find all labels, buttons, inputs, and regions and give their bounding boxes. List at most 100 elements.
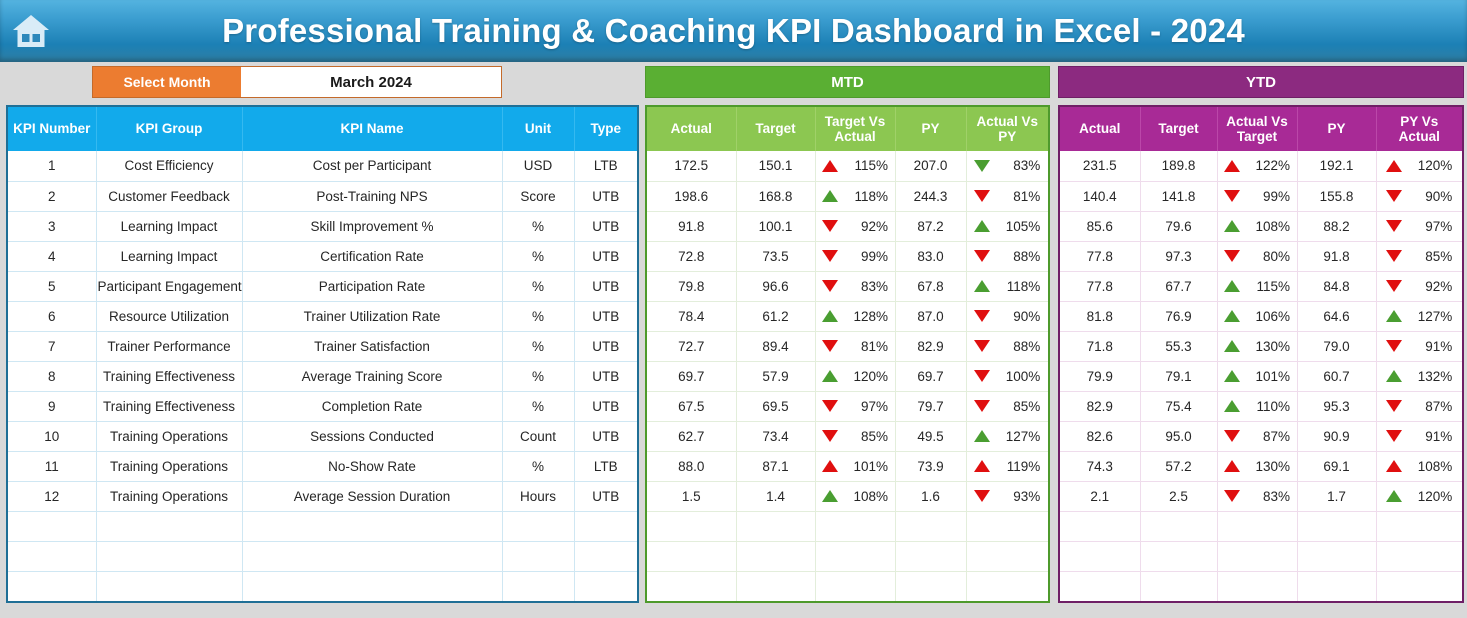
- kpi-name: Sessions Conducted: [242, 421, 503, 452]
- mtd-body: 172.5 150.1 115% 207.0 83% 198.6 168.8 118% 244.…: [647, 151, 1048, 601]
- arrow-up-icon: [1224, 159, 1240, 172]
- ytd-py-vs-actual: 127%: [1376, 301, 1462, 332]
- ytd-header-col-4[interactable]: PY Vs Actual: [1376, 107, 1462, 151]
- mtd-actual: 91.8: [647, 211, 737, 242]
- empty-cell: [815, 511, 896, 542]
- table-row: 79.9 79.1 101% 60.7 132%: [1060, 361, 1462, 392]
- select-month-value[interactable]: March 2024: [241, 67, 501, 97]
- kpi-info-header-col-0[interactable]: KPI Number: [8, 107, 97, 151]
- kpi-info-header-col-1[interactable]: KPI Group: [96, 107, 243, 151]
- mtd-header-row: Actual Target Target Vs Actual PY Actual Vs …: [647, 107, 1048, 151]
- mtd-target-vs-actual-value: 81%: [860, 338, 888, 354]
- kpi-number: 5: [8, 271, 97, 302]
- ytd-actual: 71.8: [1060, 331, 1141, 362]
- empty-cell: [1140, 571, 1218, 601]
- kpi-type: UTB: [574, 181, 637, 212]
- table-row: 7 Trainer Performance Trainer Satisfaction…: [8, 331, 637, 362]
- kpi-group: Learning Impact: [96, 241, 243, 272]
- mtd-py: 69.7: [895, 361, 967, 392]
- ytd-header-col-3[interactable]: PY: [1297, 107, 1377, 151]
- mtd-py: 82.9: [895, 331, 967, 362]
- ytd-py: 84.8: [1297, 271, 1377, 302]
- ytd-actual-vs-target: 130%: [1217, 331, 1298, 362]
- mtd-actual-vs-py: 118%: [966, 271, 1048, 302]
- mtd-header-col-3[interactable]: PY: [895, 107, 967, 151]
- kpi-group: Training Operations: [96, 451, 243, 482]
- table-row: 5 Participant Engagement Participation Rat…: [8, 271, 637, 302]
- ytd-py-vs-actual: 97%: [1376, 211, 1462, 242]
- select-month-control[interactable]: Select Month March 2024: [92, 66, 502, 98]
- kpi-unit: %: [502, 391, 575, 422]
- mtd-target-vs-actual-value: 85%: [860, 428, 888, 444]
- mtd-actual-vs-py-value: 93%: [1013, 488, 1041, 504]
- mtd-target-vs-actual-value: 118%: [854, 188, 888, 204]
- home-button[interactable]: [2, 2, 60, 60]
- arrow-up-icon: [1386, 460, 1403, 472]
- arrow-up-icon: [1224, 460, 1240, 472]
- mtd-target: 57.9: [736, 361, 816, 392]
- page-title: Professional Training & Coaching KPI Das…: [222, 12, 1245, 49]
- ytd-py-vs-actual-value: 127%: [1417, 308, 1453, 324]
- kpi-info-header-col-2[interactable]: KPI Name: [242, 107, 503, 151]
- arrow-up-icon: [1224, 340, 1240, 352]
- mtd-py: 49.5: [895, 421, 967, 452]
- table-row: 77.8 67.7 115% 84.8 92%: [1060, 271, 1462, 302]
- mtd-header-col-2[interactable]: Target Vs Actual: [815, 107, 896, 151]
- kpi-name: Average Session Duration: [242, 481, 503, 512]
- ytd-py-vs-actual-value: 97%: [1425, 218, 1453, 234]
- empty-cell: [815, 571, 896, 601]
- kpi-info-header-col-3[interactable]: Unit: [502, 107, 575, 151]
- mtd-py: 87.0: [895, 301, 967, 332]
- kpi-number: 4: [8, 241, 97, 272]
- ytd-py: 91.8: [1297, 241, 1377, 272]
- arrow-down-icon: [1386, 280, 1403, 292]
- ytd-actual-vs-target: 110%: [1217, 391, 1298, 422]
- kpi-number: 7: [8, 331, 97, 362]
- kpi-name: Skill Improvement %: [242, 211, 503, 242]
- mtd-header-col-0[interactable]: Actual: [647, 107, 737, 151]
- mtd-py: 207.0: [895, 151, 967, 182]
- kpi-info-header-row: KPI Number KPI Group KPI Name Unit Type: [8, 107, 637, 151]
- ytd-py-vs-actual: 108%: [1376, 451, 1462, 482]
- table-row: 69.7 57.9 120% 69.7 100%: [647, 361, 1048, 392]
- section-header-mtd: MTD: [645, 66, 1050, 98]
- ytd-actual-vs-target-value: 115%: [1256, 278, 1290, 294]
- kpi-unit: Hours: [502, 481, 575, 512]
- ytd-py-vs-actual: 92%: [1376, 271, 1462, 302]
- ytd-actual-vs-target-value: 130%: [1255, 458, 1290, 474]
- arrow-down-icon: [974, 370, 991, 382]
- ytd-py: 90.9: [1297, 421, 1377, 452]
- kpi-info-header-col-4[interactable]: Type: [574, 107, 637, 151]
- ytd-header-col-2[interactable]: Actual Vs Target: [1217, 107, 1298, 151]
- kpi-name: No-Show Rate: [242, 451, 503, 482]
- ytd-py-vs-actual-value: 85%: [1425, 248, 1453, 264]
- mtd-target-vs-actual: 118%: [815, 181, 896, 212]
- mtd-header-col-4[interactable]: Actual Vs PY: [966, 107, 1048, 151]
- ytd-actual-vs-target-value: 99%: [1262, 188, 1290, 204]
- ytd-header-col-0[interactable]: Actual: [1060, 107, 1141, 151]
- empty-cell: [574, 511, 637, 542]
- table-row: 79.8 96.6 83% 67.8 118%: [647, 271, 1048, 302]
- arrow-down-icon: [822, 250, 838, 262]
- arrow-down-icon: [1224, 190, 1240, 202]
- kpi-group: Training Effectiveness: [96, 361, 243, 392]
- arrow-down-icon: [1386, 400, 1403, 412]
- kpi-name: Participation Rate: [242, 271, 503, 302]
- empty-row: [1060, 511, 1462, 542]
- ytd-py-vs-actual-value: 92%: [1425, 278, 1453, 294]
- mtd-actual-vs-py-value: 85%: [1013, 398, 1041, 414]
- ytd-target: 97.3: [1140, 241, 1218, 272]
- mtd-actual: 72.7: [647, 331, 737, 362]
- empty-cell: [574, 571, 637, 601]
- kpi-type: UTB: [574, 391, 637, 422]
- arrow-down-icon: [822, 430, 838, 442]
- ytd-header-col-1[interactable]: Target: [1140, 107, 1218, 151]
- table-row: 2 Customer Feedback Post-Training NPS Score…: [8, 181, 637, 212]
- ytd-actual: 77.8: [1060, 271, 1141, 302]
- mtd-header-col-1[interactable]: Target: [736, 107, 816, 151]
- arrow-up-icon: [822, 190, 838, 202]
- kpi-number: 11: [8, 451, 97, 482]
- table-row: 231.5 189.8 122% 192.1 120%: [1060, 151, 1462, 182]
- ytd-target: 55.3: [1140, 331, 1218, 362]
- home-icon: [11, 13, 51, 49]
